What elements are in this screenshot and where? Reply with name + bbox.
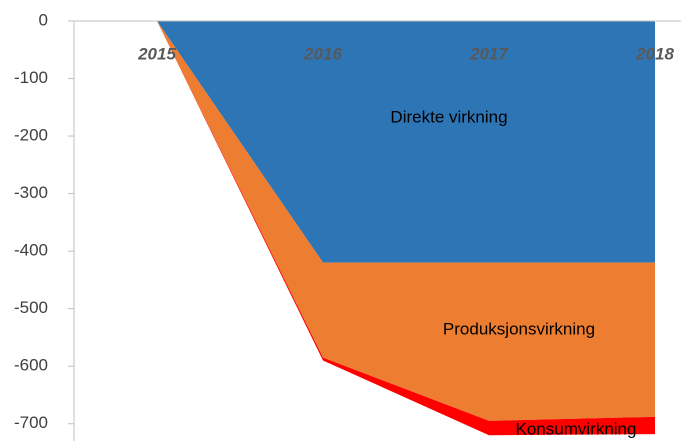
series-label: Produksjonsvirkning bbox=[443, 319, 595, 338]
y-tick-label: -300 bbox=[14, 183, 48, 202]
series-label: Direkte virkning bbox=[390, 107, 507, 126]
y-tick-label: -700 bbox=[14, 413, 48, 432]
y-tick-label: -500 bbox=[14, 298, 48, 317]
y-tick-label: 0 bbox=[39, 10, 48, 29]
area bbox=[157, 21, 655, 421]
x-tick-label: 2016 bbox=[303, 44, 342, 63]
x-tick-label: 2015 bbox=[137, 44, 176, 63]
area bbox=[157, 21, 655, 263]
x-tick-label: 2017 bbox=[469, 44, 509, 63]
y-tick-label: -400 bbox=[14, 241, 48, 260]
x-tick-label: 2018 bbox=[635, 44, 674, 63]
y-tick-label: -200 bbox=[14, 126, 48, 145]
y-tick-label: -100 bbox=[14, 68, 48, 87]
series-label: Konsumvirkning bbox=[516, 419, 637, 438]
y-tick-label: -600 bbox=[14, 356, 48, 375]
